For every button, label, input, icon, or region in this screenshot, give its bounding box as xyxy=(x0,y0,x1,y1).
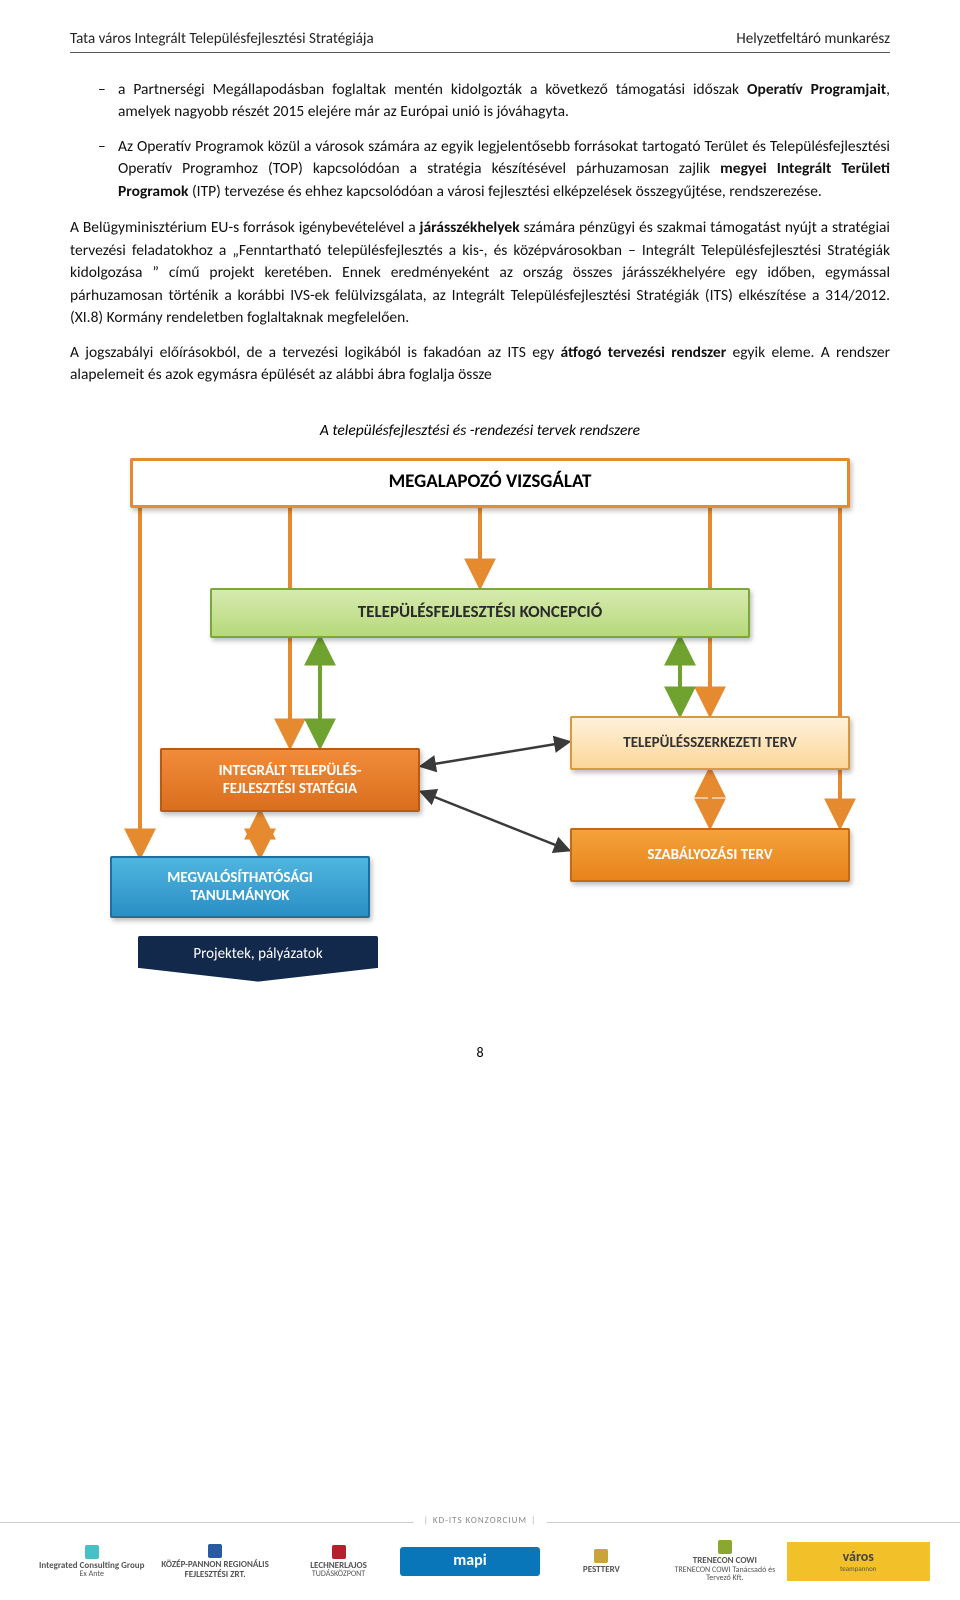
partner-logo: KÖZÉP-PANNON REGIONÁLIS FEJLESZTÉSI ZRT. xyxy=(153,1544,276,1579)
bullet-item: a Partnerségi Megállapodásban foglaltak … xyxy=(98,79,890,124)
partner-logo: PESTTERV xyxy=(540,1549,663,1574)
paragraph-2: A jogszabályi előírásokból, de a tervezé… xyxy=(70,342,890,387)
footer: KD-ITS KONZORCIUM Integrated Consulting … xyxy=(0,1522,960,1600)
paragraph-1: A Belügyminisztérium EU-s források igény… xyxy=(70,217,890,329)
node-its: INTEGRÁLT TELEPÜLÉS-FEJLESZTÉSI STATÉGIA xyxy=(160,748,420,812)
node-projekt: Projektek, pályázatok xyxy=(138,936,378,982)
header-left: Tata város Integrált Településfejlesztés… xyxy=(70,30,374,48)
partner-logo: LECHNERLAJOSTUDÁSKÖZPONT xyxy=(277,1545,400,1579)
flow-diagram: MEGALAPOZÓ VIZSGÁLAT TELEPÜLÉSFEJLESZTÉSI… xyxy=(70,458,890,1018)
page-number: 8 xyxy=(70,1044,890,1061)
partner-logo: Integrated Consulting GroupEx Ante xyxy=(30,1545,153,1579)
node-koncepcio: TELEPÜLÉSFEJLESZTÉSI KONCEPCIÓ xyxy=(210,588,750,638)
node-szerk: TELEPÜLÉSSZERKEZETI TERV xyxy=(570,716,850,770)
node-megval: MEGVALÓSÍTHATÓSÁGITANULMÁNYOK xyxy=(110,856,370,918)
header-right: Helyzetfeltáró munkarész xyxy=(736,30,890,48)
partner-logo: városteampannon xyxy=(787,1542,930,1580)
bullet-item: Az Operatív Programok közül a városok sz… xyxy=(98,136,890,203)
diagram-title: A településfejlesztési és -rendezési ter… xyxy=(70,421,890,440)
node-megalapozo: MEGALAPOZÓ VIZSGÁLAT xyxy=(130,458,850,508)
partner-logo: TRENECON COWITRENECON COWI Tanácsadó és … xyxy=(663,1540,786,1582)
node-szab: SZABÁLYOZÁSI TERV xyxy=(570,828,850,882)
partner-logo: mapi xyxy=(400,1547,539,1576)
bullet-list: a Partnerségi Megállapodásban foglaltak … xyxy=(70,79,890,203)
footer-consortium: KD-ITS KONZORCIUM xyxy=(414,1515,547,1526)
